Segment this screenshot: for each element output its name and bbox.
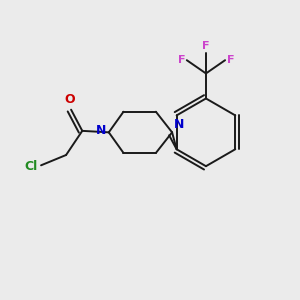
Text: O: O — [64, 93, 75, 106]
Text: F: F — [178, 55, 185, 64]
Text: F: F — [202, 41, 210, 51]
Text: N: N — [95, 124, 106, 137]
Text: Cl: Cl — [25, 160, 38, 173]
Text: F: F — [226, 55, 234, 64]
Text: N: N — [174, 118, 184, 131]
